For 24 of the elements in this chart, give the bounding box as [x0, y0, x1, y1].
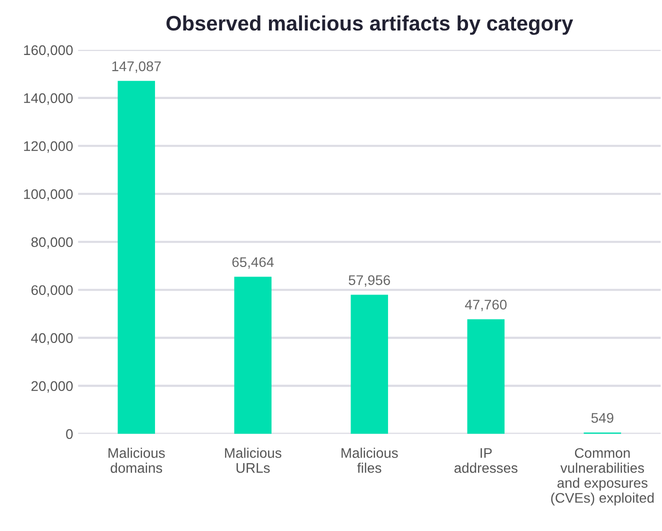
y-tick-label: 80,000 [31, 237, 73, 249]
bar [467, 319, 505, 434]
bar [118, 80, 156, 434]
data-label: 57,956 [348, 275, 390, 287]
x-tick-label: Malicious files [342, 448, 398, 473]
y-tick-label: 40,000 [31, 333, 73, 345]
y-tick-label: 100,000 [24, 189, 73, 201]
x-tick-label: IP addresses [454, 448, 518, 473]
bar [350, 294, 388, 434]
chart-title: Observed malicious artifacts by category [166, 15, 574, 35]
x-tick-label: Malicious URLs [225, 448, 282, 473]
y-tick-label: 0 [66, 429, 73, 439]
bar [234, 276, 272, 434]
y-tick-label: 140,000 [24, 93, 73, 105]
data-label: 549 [591, 412, 614, 423]
data-label: 47,760 [464, 300, 507, 312]
x-tick-label: Malicious domains [108, 448, 165, 473]
data-label: 65,464 [232, 257, 274, 269]
y-tick-label: 120,000 [24, 141, 73, 153]
y-tick-label: 20,000 [31, 381, 73, 393]
data-label: 147,087 [112, 61, 161, 73]
y-tick-label: 160,000 [24, 45, 73, 57]
x-tick-label: Common vulnerabilities and exposures (CVEs) exploited [551, 448, 654, 506]
y-tick-label: 60,000 [31, 285, 73, 297]
